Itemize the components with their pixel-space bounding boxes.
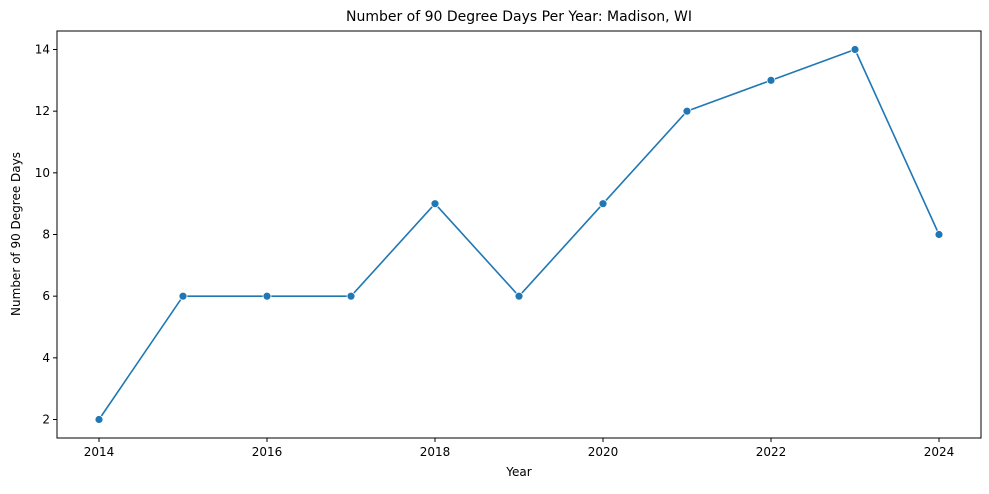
data-point bbox=[94, 415, 104, 424]
data-point bbox=[598, 199, 608, 209]
x-tick-label: 2018 bbox=[420, 445, 451, 459]
data-point bbox=[766, 75, 776, 85]
data-point bbox=[346, 291, 356, 301]
y-tick-label: 10 bbox=[35, 166, 50, 180]
x-tick-label: 2022 bbox=[756, 445, 787, 459]
y-tick-label: 6 bbox=[42, 289, 50, 303]
x-axis-ticks: 2014 2016 2018 2020 2022 2024 bbox=[84, 438, 955, 459]
data-point bbox=[850, 45, 860, 54]
x-tick-label: 2024 bbox=[924, 445, 955, 459]
y-tick-label: 12 bbox=[35, 104, 50, 118]
data-point bbox=[682, 106, 692, 116]
x-tick-label: 2020 bbox=[588, 445, 619, 459]
y-tick-label: 14 bbox=[35, 43, 50, 57]
data-point bbox=[514, 291, 524, 301]
chart-title: Number of 90 Degree Days Per Year: Madis… bbox=[346, 9, 692, 25]
series-layer bbox=[94, 45, 944, 424]
data-point bbox=[430, 199, 440, 209]
y-tick-label: 8 bbox=[42, 228, 50, 242]
x-tick-label: 2016 bbox=[252, 445, 283, 459]
data-point bbox=[178, 291, 188, 301]
x-axis-label: Year bbox=[505, 465, 531, 479]
y-axis-ticks: 2 4 6 8 10 12 14 bbox=[35, 43, 57, 427]
y-axis-label: Number of 90 Degree Days bbox=[9, 152, 23, 316]
data-point bbox=[262, 291, 272, 301]
x-tick-label: 2014 bbox=[84, 445, 115, 459]
y-tick-label: 4 bbox=[42, 351, 50, 365]
y-tick-label: 2 bbox=[42, 413, 50, 427]
data-point bbox=[934, 230, 944, 239]
